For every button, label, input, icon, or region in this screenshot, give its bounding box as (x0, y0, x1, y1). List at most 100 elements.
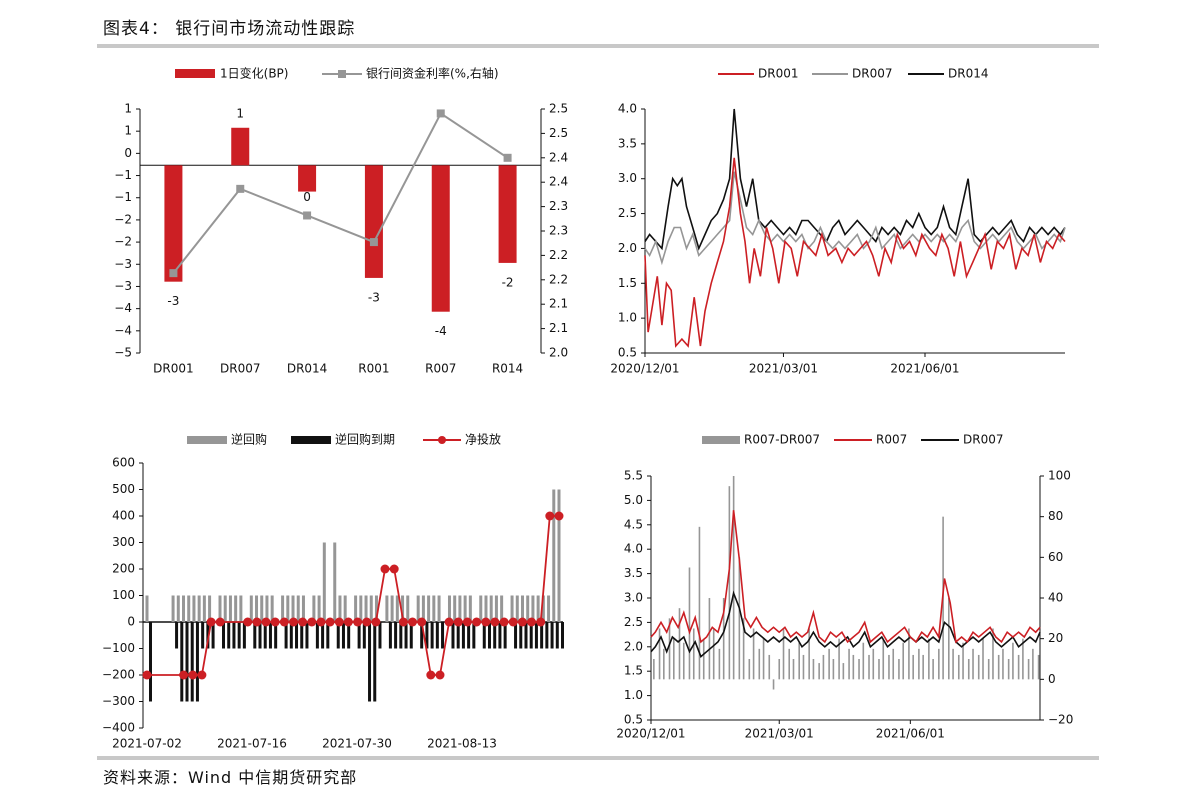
right-axis-tick-label: 60 (1048, 550, 1063, 564)
point-net-injection (517, 617, 527, 627)
bar-reverse-repo (343, 595, 347, 622)
right-axis-tick-label: 2.0 (549, 346, 568, 360)
bar-reverse-repo (531, 595, 535, 622)
bar-reverse-repo (281, 595, 285, 622)
point-net-injection (371, 617, 381, 627)
point-net-injection (435, 670, 445, 680)
bar-reverse-repo (182, 595, 186, 622)
bar-spread (868, 654, 870, 680)
bar-value-label: -3 (167, 294, 179, 308)
legend-label-spread: R007-DR007 (744, 433, 820, 447)
legend-swatch-maturity (291, 436, 331, 444)
bar-repo-maturity (211, 622, 215, 649)
line-rate (172, 111, 509, 274)
right-axis-tick-label: 2.3 (549, 199, 568, 213)
bar-spread (708, 598, 711, 680)
bar-repo-maturity (498, 622, 502, 649)
bar-reverse-repo (218, 595, 222, 622)
bar-spread (822, 654, 825, 680)
legend-label-dr007: DR007 (963, 433, 1003, 447)
bar-repo-maturity (295, 622, 299, 649)
line-dr014 (644, 108, 1066, 251)
legend-label-dr007: DR007 (852, 67, 892, 81)
bar-reverse-repo (317, 595, 321, 622)
bar-repo-maturity (461, 622, 465, 649)
bar-bp-change (431, 165, 450, 312)
bar-spread (718, 648, 721, 680)
left-axis-tick-label: −4 (114, 323, 132, 337)
bar-repo-maturity (545, 622, 549, 649)
point-net-injection (343, 617, 353, 627)
bar-spread (668, 618, 671, 680)
right-axis-tick-label: 2.5 (549, 126, 568, 140)
bar-reverse-repo (463, 595, 467, 622)
bar-spread (1022, 638, 1024, 680)
bar-reverse-repo (536, 595, 540, 622)
page-source: 资料来源：Wind 中信期货研究部 (103, 768, 358, 787)
point-net-injection (188, 670, 198, 680)
point-net-injection (545, 511, 555, 521)
bar-repo-maturity (326, 622, 330, 649)
x-axis-tick-label: 2021/03/01 (749, 362, 818, 376)
bar-spread (692, 628, 695, 680)
y-axis-tick-label: 2.0 (618, 241, 637, 255)
bar-spread (987, 659, 990, 680)
page-title: 图表4： 银行间市场流动性跟踪 (103, 19, 356, 39)
y-axis-tick-label: 600 (112, 456, 135, 470)
bar-repo-maturity (232, 622, 236, 649)
point-rate (236, 184, 245, 193)
point-net-injection (142, 670, 152, 680)
right-axis-tick-label: 2.3 (549, 224, 568, 238)
point-net-injection (334, 617, 344, 627)
y-axis-tick-label: 3.0 (618, 171, 637, 185)
point-net-injection (279, 617, 289, 627)
bar-spread (948, 598, 950, 680)
legend-label-maturity: 逆回购到期 (335, 432, 395, 447)
bar-repo-maturity (336, 622, 340, 649)
bar-repo-maturity (435, 622, 439, 649)
left-axis-tick-label: 1 (124, 102, 132, 116)
point-rate (503, 153, 512, 162)
bar-repo-maturity (258, 622, 262, 649)
bar-reverse-repo (301, 595, 305, 622)
point-net-injection (206, 617, 216, 627)
bar-repo-maturity (467, 622, 471, 649)
y-axis-tick-label: 200 (112, 562, 135, 576)
bar-spread (997, 654, 1000, 680)
bar-reverse-repo (479, 595, 483, 622)
point-net-injection (426, 670, 436, 680)
bar-repo-maturity (274, 622, 278, 649)
bar-spread (892, 648, 895, 680)
bar-repo-maturity (284, 622, 288, 649)
legend-label-repo: 逆回购 (231, 432, 267, 447)
bar-spread (848, 648, 850, 680)
y-axis-tick-label: 0.5 (618, 346, 637, 360)
bar-spread (918, 648, 920, 680)
bar-spread (782, 628, 785, 680)
bar-spread (858, 659, 860, 680)
bar-reverse-repo (468, 595, 472, 622)
bar-spread (728, 486, 731, 680)
x-axis-tick-label: 2021/03/01 (745, 727, 814, 741)
bar-reverse-repo (223, 595, 227, 622)
point-net-injection (325, 617, 335, 627)
right-axis-tick-label: 40 (1048, 591, 1063, 605)
bar-spread (722, 598, 725, 680)
x-axis-tick-label: 2020/12/01 (610, 362, 679, 376)
bar-reverse-repo (176, 595, 180, 622)
bar-spread (842, 663, 845, 680)
point-net-injection (353, 617, 363, 627)
bar-spread (902, 642, 905, 680)
line-net-injection (147, 515, 559, 676)
point-net-injection (270, 617, 280, 627)
bar-value-label: 1 (236, 106, 244, 120)
legend-label-dr001: DR001 (758, 67, 798, 81)
bar-repo-maturity (347, 622, 351, 649)
legend-label-rate: 银行间资金利率(%,右轴) (366, 66, 499, 81)
bar-repo-maturity (373, 622, 377, 702)
bar-reverse-repo (421, 595, 425, 622)
bar-spread (1002, 648, 1004, 680)
bar-spread (862, 642, 865, 680)
bar-value-label: -2 (502, 275, 514, 289)
